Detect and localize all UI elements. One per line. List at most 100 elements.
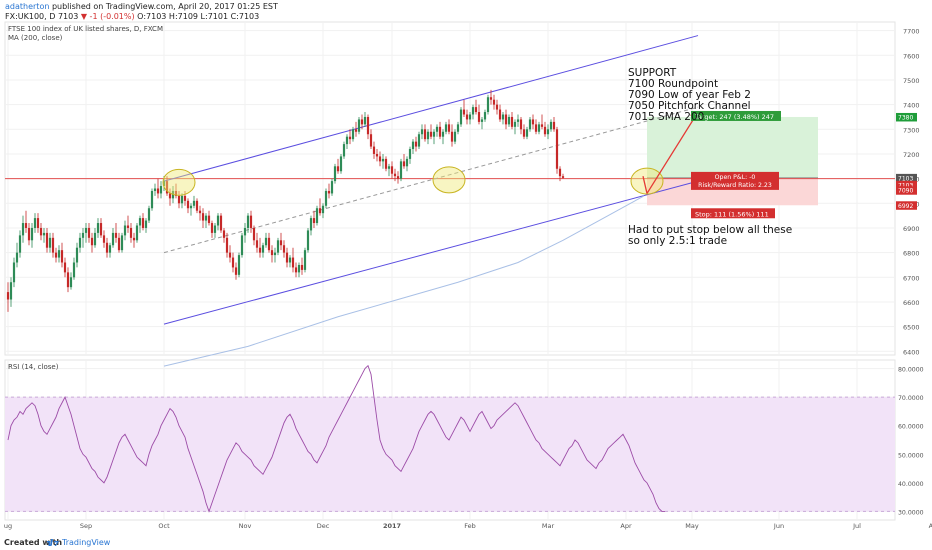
candle-body bbox=[501, 114, 505, 120]
candle-body bbox=[525, 129, 529, 137]
candle-body bbox=[36, 218, 40, 228]
candle-body bbox=[105, 242, 109, 253]
candle-body bbox=[462, 109, 466, 115]
candle-body bbox=[489, 97, 493, 100]
header-line-1: adatherton published on TradingView.com,… bbox=[5, 2, 278, 12]
time-tick-label: Sep bbox=[80, 522, 92, 530]
candle-body bbox=[438, 126, 442, 137]
candle-body bbox=[297, 264, 301, 273]
candle-body bbox=[39, 227, 43, 236]
candle-body bbox=[363, 116, 367, 125]
candle-body bbox=[120, 235, 124, 251]
candle-body bbox=[417, 134, 421, 147]
candle-body bbox=[267, 237, 271, 251]
time-tick-label: Oct bbox=[158, 522, 170, 530]
candle-body bbox=[276, 240, 280, 253]
candle-body bbox=[273, 252, 277, 256]
price-badge-box bbox=[896, 112, 917, 122]
price-tick-label: 7600 bbox=[903, 52, 920, 60]
candle-body bbox=[411, 141, 415, 150]
candle-body bbox=[393, 173, 397, 177]
time-tick-label: Nov bbox=[239, 522, 252, 530]
candle-body bbox=[75, 247, 79, 263]
candle-body bbox=[366, 116, 370, 135]
time-tick-label: Apr bbox=[620, 522, 632, 530]
candle-body bbox=[45, 232, 49, 248]
time-tick-label: Jun bbox=[773, 522, 784, 530]
candle-body bbox=[348, 136, 352, 140]
candle-body bbox=[6, 292, 10, 300]
price-badge-box bbox=[896, 201, 917, 210]
price-tick-label: 6800 bbox=[903, 250, 920, 258]
candle-body bbox=[339, 156, 343, 172]
candle-body bbox=[69, 277, 73, 288]
candle-body bbox=[294, 267, 298, 273]
candle-body bbox=[189, 205, 193, 209]
candle-body bbox=[381, 158, 385, 162]
candle-body bbox=[138, 218, 142, 226]
candle-body bbox=[222, 230, 226, 238]
candle-body bbox=[183, 195, 187, 201]
candle-body bbox=[351, 129, 355, 140]
price-badge: 7103 bbox=[896, 173, 917, 183]
candle-body bbox=[168, 193, 172, 199]
time-tick-label: ug bbox=[4, 522, 12, 530]
candle-body bbox=[18, 235, 22, 253]
channel-upper-line[interactable] bbox=[163, 35, 699, 182]
candle-body bbox=[117, 237, 121, 251]
header-line-2: FX:UK100, D 7103 ▼ -1 (-0.01%) O:7103 H:… bbox=[5, 12, 278, 22]
candle-body bbox=[264, 237, 268, 246]
highlight-ellipse bbox=[432, 166, 466, 194]
candle-body bbox=[291, 257, 295, 268]
candle-body bbox=[255, 240, 259, 248]
candles bbox=[6, 89, 565, 312]
candle-body bbox=[360, 119, 364, 125]
rsi-tick-label: 60.0000 bbox=[898, 424, 924, 431]
candle-body bbox=[537, 124, 541, 132]
candle-body bbox=[420, 129, 424, 135]
candle-body bbox=[60, 250, 64, 263]
arrow-dip bbox=[642, 176, 648, 194]
candle-body bbox=[201, 213, 205, 221]
candle-body bbox=[495, 104, 499, 110]
candle-body bbox=[342, 144, 346, 157]
price-badge: 6992 bbox=[896, 201, 917, 210]
candle-body bbox=[522, 129, 526, 137]
candle-body bbox=[84, 227, 88, 233]
candle-body bbox=[135, 225, 139, 241]
channel-lower-line[interactable] bbox=[163, 180, 699, 325]
support-annotation-line: 7015 SMA 200 bbox=[628, 111, 704, 123]
candle-body bbox=[456, 124, 460, 132]
rsi-tick-label: 50.0000 bbox=[898, 452, 924, 459]
candle-body bbox=[414, 141, 418, 147]
tradingview-logo-icon bbox=[47, 539, 59, 546]
created-with-label: Created with bbox=[4, 538, 63, 547]
candle-body bbox=[321, 205, 325, 214]
rsi-tick-label: 80.0000 bbox=[898, 367, 924, 374]
candle-body bbox=[396, 176, 400, 179]
candle-body bbox=[318, 208, 322, 214]
candle-body bbox=[153, 188, 157, 191]
candle-body bbox=[528, 119, 532, 130]
candle-body bbox=[333, 166, 337, 182]
candle-body bbox=[498, 109, 502, 120]
candle-body bbox=[402, 161, 406, 167]
author-link[interactable]: adatherton bbox=[5, 2, 50, 11]
candle-body bbox=[459, 109, 463, 125]
arrow-line bbox=[646, 111, 699, 194]
candle-body bbox=[249, 215, 253, 228]
tradingview-brand[interactable]: TradingView bbox=[62, 538, 111, 547]
footer: Created with TradingView bbox=[0, 536, 932, 550]
target-label-box bbox=[691, 110, 781, 121]
candle-body bbox=[372, 146, 376, 154]
price-pane-title: FTSE 100 index of UK listed shares, D, F… bbox=[8, 25, 163, 33]
candle-body bbox=[300, 264, 304, 270]
candle-body bbox=[561, 176, 565, 178]
candle-body bbox=[468, 114, 472, 120]
highlight-ellipse bbox=[162, 168, 196, 196]
rsi-tick-label: 30.0000 bbox=[898, 509, 924, 516]
candle-body bbox=[21, 223, 25, 236]
candle-body bbox=[516, 119, 520, 122]
candle-body bbox=[477, 112, 481, 122]
